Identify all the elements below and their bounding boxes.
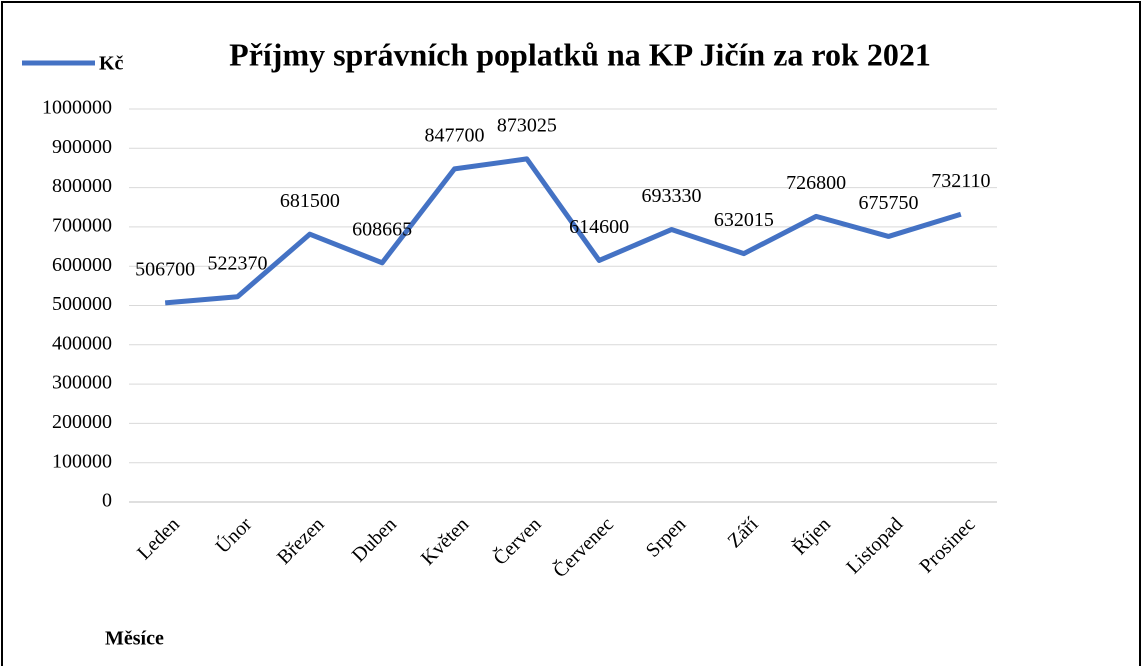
data-label: 632015	[714, 209, 774, 231]
y-tick-label: 300000	[52, 372, 112, 394]
data-label: 522370	[208, 252, 268, 274]
data-label: 873025	[497, 114, 557, 136]
x-axis-label: Měsíce	[105, 628, 164, 650]
y-tick-label: 700000	[52, 214, 112, 236]
data-label: 681500	[280, 190, 340, 212]
y-tick-label: 800000	[52, 175, 112, 197]
data-line	[164, 156, 962, 306]
y-tick-label: 100000	[52, 450, 112, 472]
y-tick-label: 400000	[52, 332, 112, 354]
data-label: 847700	[425, 124, 485, 146]
legend-label: Kč	[99, 53, 124, 75]
data-label: 693330	[642, 185, 702, 207]
data-label: 608665	[352, 218, 412, 240]
data-label: 726800	[786, 172, 846, 194]
y-tick-label: 200000	[52, 411, 112, 433]
data-label: 732110	[931, 170, 990, 192]
data-label: 675750	[859, 192, 919, 214]
chart-title: Příjmy správních poplatků na KP Jičín za…	[229, 36, 931, 72]
data-label: 506700	[135, 258, 195, 280]
y-tick-label: 0	[102, 490, 112, 512]
y-tick-label: 500000	[52, 293, 112, 315]
data-label: 614600	[569, 216, 629, 238]
y-tick-label: 900000	[52, 136, 112, 158]
y-tick-label: 600000	[52, 254, 112, 276]
y-tick-label: 1000000	[42, 97, 112, 119]
